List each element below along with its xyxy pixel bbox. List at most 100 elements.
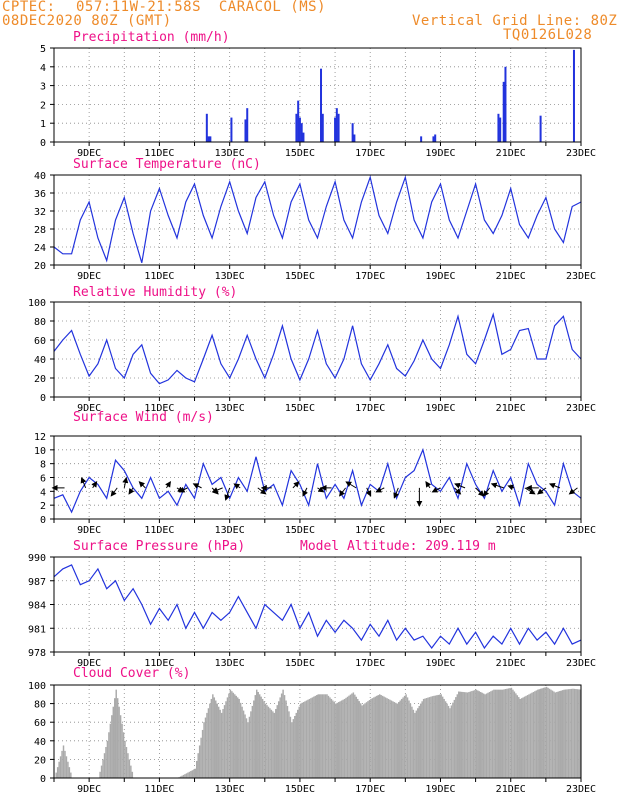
wind-arrow [375, 486, 385, 493]
cloud-bar [229, 689, 232, 778]
x-tick-label: 11DEC [144, 525, 174, 536]
y-tick-label: 4 [40, 487, 46, 498]
precip-bar [337, 113, 340, 142]
precip-bar [434, 134, 437, 142]
wind-arrow [507, 484, 515, 491]
cloud-bar [204, 717, 207, 778]
y-tick-label: 5 [40, 44, 46, 55]
cloud-bar [408, 700, 410, 778]
cloud-bar [430, 696, 432, 778]
precipitation-frame [53, 47, 582, 143]
cloud-bar [516, 695, 519, 778]
cloud-bar [395, 702, 397, 778]
wind-arrow [192, 483, 202, 489]
y-tick-label: 60 [34, 718, 46, 729]
cloud-bar [573, 688, 576, 778]
cloud-bar [239, 702, 242, 778]
cloud-bar [102, 759, 104, 778]
x-tick-label: 21DEC [496, 525, 526, 536]
x-tick-label: 23DEC [566, 658, 596, 669]
cloud-bar [127, 753, 129, 778]
precip-bar [502, 81, 505, 142]
cloud-bar [321, 694, 324, 778]
cloud-bar [286, 705, 289, 778]
cloud-bar [399, 700, 401, 778]
wind-arrow [317, 486, 325, 493]
cloud-bar [314, 695, 317, 778]
precip-bar [334, 117, 337, 142]
cloud-bar [381, 695, 384, 778]
y-tick-label: 0 [40, 515, 46, 526]
cloud-bar [122, 732, 125, 778]
cloud-bar [114, 698, 116, 778]
cloud-bar [463, 692, 466, 778]
cloud-bar [383, 696, 385, 778]
wind-arrow [122, 476, 129, 488]
cloud-bar [194, 768, 196, 778]
cloud-bar [507, 688, 510, 778]
wind-arrow [80, 476, 87, 489]
cloud-bar [305, 700, 308, 778]
cloud-bar [264, 703, 267, 778]
x-tick-label: 21DEC [496, 271, 526, 282]
cloud-bar [428, 697, 431, 778]
cloud-bar [336, 702, 338, 778]
cloud-bar [58, 761, 60, 778]
x-tick-label: 15DEC [285, 784, 315, 795]
cloud-bar [337, 702, 340, 778]
y-tick-label: 6 [40, 474, 46, 485]
precip-bar [297, 100, 300, 142]
y-tick-label: 10 [34, 446, 46, 457]
cloud-bar [575, 689, 577, 778]
cloud-bar [490, 691, 492, 778]
cloud-bar [260, 696, 262, 778]
cloud-bar [433, 695, 435, 778]
cloud-bar [320, 694, 322, 778]
cloud-bar [188, 771, 191, 778]
cloud-bar [411, 706, 413, 778]
cloud-bar [456, 694, 459, 778]
humidity-line [53, 312, 582, 385]
cloud-bar [200, 737, 202, 778]
cloud-bar [182, 774, 185, 778]
cloud-bar [364, 703, 366, 778]
cloud-bar [330, 698, 333, 778]
x-tick-label: 13DEC [215, 271, 245, 282]
x-tick-label: 11DEC [144, 148, 174, 159]
wind-arrow [211, 487, 223, 493]
cloud-bar [393, 702, 396, 778]
wind-arrow [393, 487, 399, 499]
cloud-bar [323, 694, 325, 778]
cloud-bar [311, 697, 314, 778]
temperature-frame [53, 174, 582, 266]
cloud-bar [219, 709, 221, 778]
cloud-bar [370, 698, 372, 778]
cloud-bar [333, 702, 336, 778]
cloud-bar [267, 706, 270, 778]
precip-bar [572, 49, 575, 142]
x-tick-label: 9DEC [77, 148, 101, 159]
cloud-bar [317, 694, 319, 778]
cloud-bar [64, 750, 66, 778]
y-tick-label: 28 [34, 225, 46, 236]
cloud-bar [567, 689, 570, 778]
cloud-bar [273, 712, 276, 778]
cloud-bar [351, 693, 353, 778]
cloud-bar [406, 697, 409, 778]
y-tick-label: 3 [40, 82, 46, 93]
y-tick-label: 981 [28, 624, 46, 635]
y-tick-label: 978 [28, 648, 46, 659]
cloud-bar [187, 772, 189, 778]
cloud-bar [212, 694, 214, 778]
cloud-bar [302, 702, 305, 778]
header-source: CPTEC: [2, 0, 56, 15]
cloud-bar [497, 689, 500, 778]
cloud-bar [318, 694, 321, 778]
cloud-bar [532, 691, 535, 778]
x-tick-label: 21DEC [496, 784, 526, 795]
cloud-bar [359, 703, 362, 778]
cloud-bar [466, 692, 469, 778]
precip-bar [230, 117, 233, 142]
cloud-bar [207, 708, 210, 778]
precip-bar [244, 119, 247, 142]
